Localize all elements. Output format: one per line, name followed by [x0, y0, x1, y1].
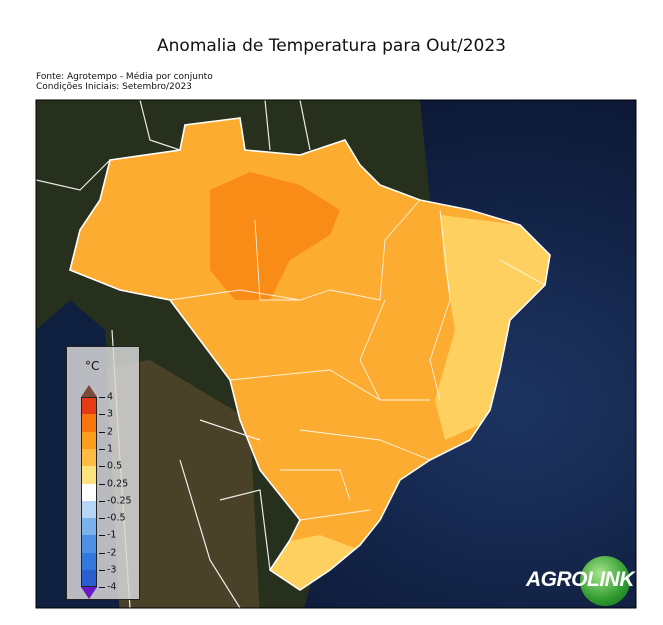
source-line: Fonte: Agrotempo - Média por conjunto	[36, 72, 213, 82]
colorbar-extend-max	[81, 385, 97, 397]
colorbar-bin	[81, 483, 97, 502]
colorbar-tick-label: -2	[107, 547, 117, 559]
colorbar-tick-mark	[99, 587, 105, 589]
state-borders	[169, 199, 546, 521]
colorbar-bin	[81, 414, 97, 433]
colorbar-extend-min	[81, 587, 97, 600]
map-title: Anomalia de Temperatura para Out/2023	[157, 36, 506, 56]
colorbar-tick-mark	[99, 466, 105, 468]
colorbar-bin	[81, 518, 97, 536]
initial-conditions-line: Condições Iniciais: Setembro/2023	[36, 82, 192, 92]
colorbar-tick-label: -0.5	[107, 512, 126, 524]
colorbar-bin	[81, 397, 97, 415]
colorbar-tick-label: 0.25	[107, 478, 129, 489]
logo-text: AGROLINK	[526, 568, 635, 591]
colorbar-tick-label: 4	[107, 391, 114, 403]
colorbar-tick-mark	[99, 552, 105, 554]
colorbar-tick-mark	[99, 518, 105, 520]
colorbar-bin	[81, 552, 97, 571]
colorbar-bin	[81, 535, 97, 554]
colorbar-tick-label: 0.5	[107, 460, 123, 472]
colorbar-bin	[81, 570, 97, 588]
colorbar-tick-label: 1	[107, 443, 114, 455]
colorbar-tick-label: 2	[107, 426, 114, 438]
colorbar-bin	[81, 431, 97, 450]
colorbar-bin	[81, 466, 97, 484]
agrolink-logo: AGROLINK	[526, 556, 635, 606]
colorbar-bin	[81, 448, 97, 467]
map-frame	[35, 99, 637, 609]
colorbar-tick-mark	[99, 500, 105, 502]
anomaly-0.5-1-region	[435, 215, 550, 440]
colorbar-tick-mark	[99, 570, 105, 571]
legend-unit: °C	[85, 359, 100, 373]
colorbar-tick-label: -4	[107, 581, 117, 593]
colorbar-tick-label: -3	[107, 564, 117, 576]
colorbar-tick-mark	[99, 414, 105, 416]
colorbar-tick-label: 3	[107, 408, 114, 420]
colorbar-tick-mark	[99, 535, 105, 537]
colorbar-legend: °C 4 3 2 1 0.5 0.25 -0.25 -0.5 -1 -2 -3 -4	[66, 346, 140, 600]
colorbar-bin	[81, 500, 97, 519]
colorbar-tick-mark	[99, 431, 105, 433]
colorbar-tick-label: -1	[107, 529, 117, 541]
map-subtitle: Fonte: Agrotempo - Média por conjunto Co…	[36, 72, 213, 92]
anomaly-2-3-region	[210, 172, 340, 300]
colorbar-tick-mark	[99, 397, 105, 398]
colorbar-tick-label: -0.25	[107, 495, 132, 507]
logo-globe	[580, 556, 630, 606]
colorbar-outline	[81, 397, 97, 588]
colorbar-tick-mark	[99, 448, 105, 450]
colorbar-tick-mark	[99, 483, 105, 485]
